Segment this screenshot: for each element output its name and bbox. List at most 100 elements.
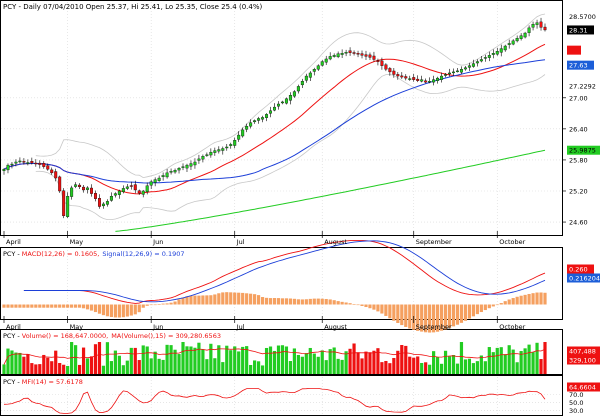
candle-up [316,65,320,70]
macd-histogram-bar [455,304,460,325]
macd-histogram-bar [97,304,102,314]
volume-bar-up [185,346,189,374]
macd-histogram-bar [523,294,527,305]
candle-down [97,197,101,207]
macd-histogram-bar [62,304,66,308]
volume-bar-up [503,354,507,374]
macd-histogram-bar [527,293,531,305]
candle-down [30,161,34,164]
volume-bar-up [205,359,209,374]
volume-bar-down [404,345,408,374]
candle-up [221,148,225,151]
candle-down [82,186,86,191]
macd-histogram-bar [376,304,380,312]
volume-bar-up [253,360,257,374]
candle-down [400,75,404,78]
candle-down [38,162,42,165]
volume-bar-up [495,347,499,374]
volume-bar-up [523,348,527,374]
macd-histogram-bar [467,304,472,319]
macd-histogram-bar [340,301,344,305]
volume-bar-down [133,347,137,374]
volume-bar-up [519,351,523,374]
macd-histogram-bar [81,304,86,309]
candle-up [408,78,412,80]
macd-badge-bg [567,264,594,274]
volume-bars [2,342,547,374]
volume-badge-2-bg [567,355,600,365]
volume-bar-up [237,351,241,374]
volume-bar-down [408,356,412,374]
volume-bar-up [177,354,181,374]
volume-bar-down [384,360,388,374]
macd-histogram-bar [77,304,82,308]
volume-bar-up [169,345,173,374]
candle-up [273,106,276,111]
candle-up [201,156,205,160]
candle-up [308,72,312,78]
candle-up [420,79,424,82]
mfi-line [3,388,546,414]
candle-up [507,43,511,45]
candle-up [328,56,332,60]
volume-bar-down [368,352,372,374]
signal-legend: Signal(12,26,9) = 0.1907 [102,250,184,258]
price-tick-label: 27.00 [569,94,588,102]
candle-down [133,184,137,191]
volume-bar-up [129,347,133,374]
macd-histogram-bar [296,299,300,305]
volume-bar-up [280,345,285,374]
macd-histogram-bar [531,293,535,305]
macd-histogram-bar [404,304,408,327]
candle-up [336,53,340,58]
volume-bar-up [332,347,336,374]
volume-title-prefix: PCY - [3,332,22,340]
volume-bar-up [288,361,293,374]
month-label: September [416,323,452,331]
month-label: Jun [152,238,163,246]
candle-up [280,101,284,104]
macd-legend: MACD(12,26) = 0.1605, [22,250,100,258]
volume-bar-up [312,353,316,374]
candle-up [495,51,499,55]
candle-up [284,98,288,104]
volume-bar-up [420,362,424,374]
candle-up [324,58,328,63]
macd-histogram-bar [253,294,257,305]
candle-up [483,57,487,59]
candle-up [18,160,22,163]
macd-histogram-bar [74,304,78,308]
volume-bar-down [50,361,54,374]
candle-up [70,187,74,197]
candle-up [205,154,209,156]
macd-histogram-bar [372,304,376,310]
macd-histogram-bar [511,298,515,305]
macd-histogram-bar [356,304,360,306]
candle-down [543,26,547,31]
macd-histogram-bar [2,304,6,308]
price-badge-lower-band-bg [567,81,600,91]
candle-up [261,117,265,120]
volume-bar-down [356,352,360,374]
candle-down [54,171,58,179]
macd-histogram-bar [46,304,50,308]
volume-bar-down [58,362,62,374]
candle-up [503,45,507,51]
volume-bar-up [296,354,300,374]
candle-up [157,177,161,181]
volume-bar-up [531,352,535,374]
mfi-tick-label: 50.0 [569,399,583,407]
volume-bar-up [197,342,201,374]
volume-bar-up [241,346,245,374]
candle-up [531,24,535,28]
macd-histogram-bar [264,297,269,305]
macd-histogram-bar [54,304,58,308]
candle-up [292,91,296,97]
macd-histogram-bar [129,304,133,316]
candle-up [432,79,436,83]
volume-bar-up [292,348,296,374]
price-candles [2,17,547,219]
macd-line [23,239,546,304]
candle-up [105,201,109,205]
